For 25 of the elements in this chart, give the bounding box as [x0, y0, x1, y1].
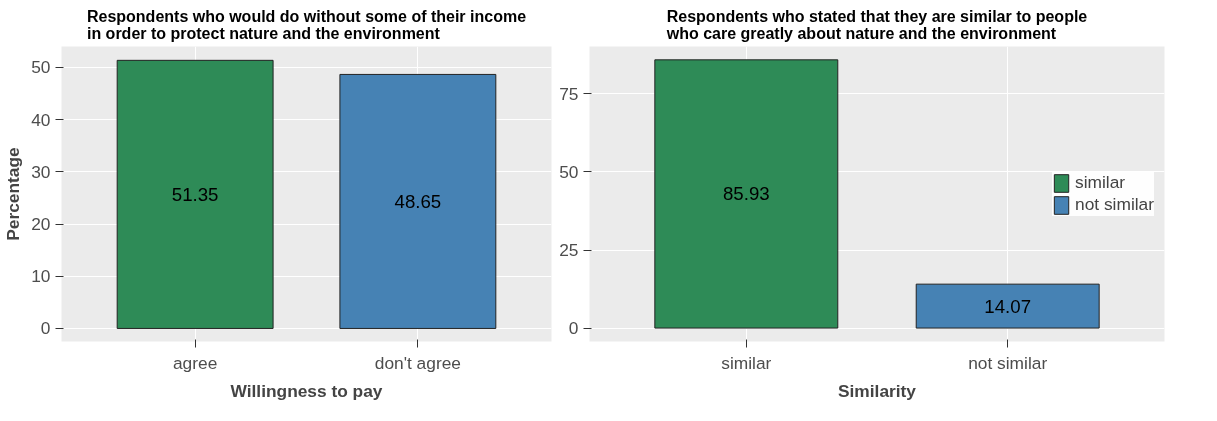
y-tick-label: 0 [40, 318, 51, 339]
x-axis-title: Willingness to pay [230, 380, 383, 401]
x-tick-label: don't agree [374, 352, 461, 373]
x-axis-title: Similarity [837, 380, 917, 401]
chart-title: Respondents who would do without some of their income in order to protect nature and the environment [86, 7, 527, 42]
y-tick-label: 25 [559, 240, 579, 261]
y-axis-title: Percentage [3, 146, 24, 241]
y-tick-label: 40 [31, 109, 51, 130]
x-tick-label: not similar [968, 352, 1048, 373]
y-tick-label: 50 [31, 57, 51, 78]
data-label: 51.35 [171, 183, 219, 205]
y-tick-label: 75 [559, 83, 579, 104]
y-tick-label: 30 [31, 161, 51, 182]
y-tick-label: 10 [31, 266, 51, 287]
data-label: 14.07 [984, 295, 1032, 317]
legend-label: not similar [1075, 194, 1154, 215]
y-tick-label: 20 [31, 214, 51, 235]
data-label: 48.65 [394, 190, 442, 212]
x-tick-label: similar [721, 352, 772, 373]
x-tick-label: agree [172, 352, 218, 373]
y-tick-label: 0 [568, 318, 579, 339]
chart-title: Respondents who stated that they are similar to people who care greatly about nature and the environment [665, 7, 1088, 42]
data-label: 85.93 [722, 183, 770, 205]
legend-label: similar [1075, 172, 1126, 193]
y-tick-label: 50 [559, 161, 579, 182]
